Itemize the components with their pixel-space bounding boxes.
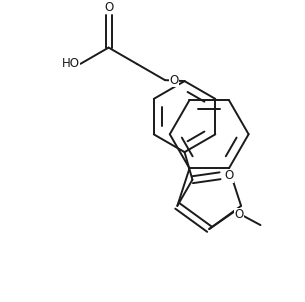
Text: O: O (224, 169, 234, 182)
Text: HO: HO (62, 57, 80, 70)
Text: O: O (235, 208, 244, 221)
Text: O: O (104, 1, 113, 14)
Text: O: O (169, 74, 178, 87)
